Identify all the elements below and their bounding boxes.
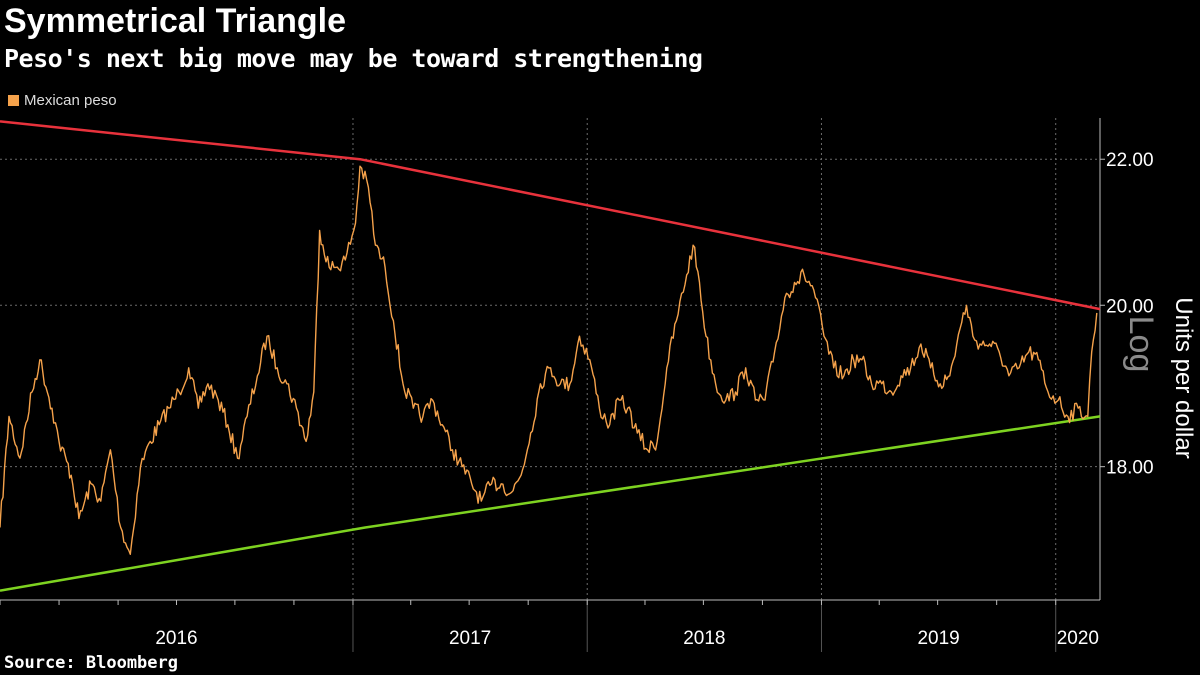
chart-title: Symmetrical Triangle (4, 2, 347, 40)
resistance-trendline (0, 120, 1101, 311)
y-tick-label: 18.00 (1106, 458, 1154, 479)
x-tick-label: 2020 (1057, 628, 1099, 649)
y-tick-label: 22.00 (1106, 150, 1154, 171)
y-axis-label: Units per dollar (1170, 297, 1197, 458)
series-line-mexican-peso (0, 165, 1098, 555)
legend: Mexican peso (8, 92, 117, 109)
source-note: Source: Bloomberg (4, 653, 178, 673)
support-trendline (0, 415, 1101, 592)
chart-subtitle: Peso's next big move may be toward stren… (4, 44, 703, 73)
legend-swatch-mexican-peso (8, 95, 19, 106)
x-tick-label: 2016 (155, 628, 197, 649)
log-scale-label: Log (1122, 316, 1160, 373)
x-tick-label: 2019 (917, 628, 959, 649)
x-tick-label: 2017 (449, 628, 491, 649)
y-tick-label: 20.00 (1106, 296, 1154, 317)
legend-label-mexican-peso: Mexican peso (24, 92, 117, 109)
x-tick-label: 2018 (683, 628, 725, 649)
